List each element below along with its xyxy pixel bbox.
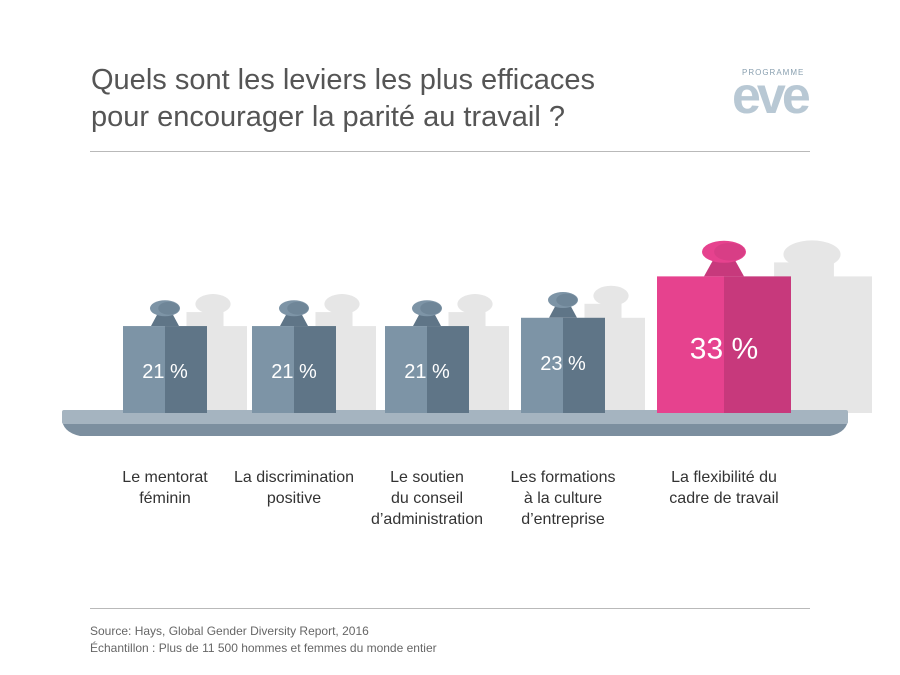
footer-divider	[90, 608, 810, 609]
category-label: La flexibilité du cadre de travail	[669, 469, 778, 507]
weight-body-right	[724, 276, 791, 413]
weight-neck	[549, 304, 577, 318]
weight-neck	[151, 313, 179, 327]
weight-knob-shade	[420, 301, 442, 315]
shadow-weight-neck	[315, 312, 353, 329]
weight-knob	[150, 300, 180, 317]
shadow-weight-knob	[593, 285, 629, 306]
weight-body-left	[385, 326, 427, 413]
category-label: La discrimination positive	[234, 469, 354, 507]
weight-knob-shade	[714, 242, 745, 261]
shadow-weight-knob	[324, 294, 360, 315]
source-note: Source: Hays, Global Gender Diversity Re…	[90, 623, 437, 657]
weights-bar-chart: 21 % 21 % 21 % 23 % 33 % Le mentorat féminin La…	[62, 240, 872, 528]
weight-body-right	[563, 317, 605, 413]
weight-neck	[413, 313, 441, 327]
chart-title: Quels sont les leviers les plus efficace…	[91, 62, 595, 136]
shadow-weight-knob	[195, 294, 231, 315]
weight-body-right	[427, 326, 469, 413]
weight-body-right	[165, 326, 207, 413]
sample-line: Échantillon : Plus de 11 500 hommes et f…	[90, 641, 437, 655]
weight-body-left	[123, 326, 165, 413]
source-line: Source: Hays, Global Gender Diversity Re…	[90, 624, 369, 638]
weight-knob	[548, 291, 578, 308]
weight-neck	[280, 313, 308, 327]
weight-bar: 21 %	[385, 300, 469, 413]
category-label: Le soutien du conseil d’administration	[371, 469, 483, 528]
title-divider	[90, 151, 810, 152]
weight-body-left	[521, 317, 563, 413]
weight-knob-shade	[287, 301, 309, 315]
weight-neck	[704, 258, 744, 277]
weight-value-label: 21 %	[142, 361, 188, 383]
shadow-weight-knob	[457, 294, 493, 315]
weight-body-left	[252, 326, 294, 413]
weight-value-label: 23 %	[540, 353, 586, 375]
chart-title-line-1: Quels sont les leviers les plus efficace…	[91, 64, 595, 96]
weight-bar: 21 %	[123, 300, 207, 413]
shadow-weight-neck	[448, 312, 486, 329]
weight-knob	[702, 240, 746, 263]
logo-eve-text: eve	[732, 67, 811, 125]
category-label: Le mentorat féminin	[122, 469, 208, 507]
weight-value-label: 33 %	[690, 332, 758, 365]
weight-tray-top	[62, 410, 848, 424]
weight-bar: 33 %	[657, 240, 791, 413]
weight-body-right	[294, 326, 336, 413]
weight-value-label: 21 %	[271, 361, 317, 383]
logo-programme-text: PROGRAMME	[742, 68, 805, 77]
programme-eve-logo: eve PROGRAMME	[728, 68, 812, 128]
weight-knob-shade	[556, 293, 578, 307]
shadow-weight-knob	[783, 240, 841, 269]
weight-value-label: 21 %	[404, 361, 450, 383]
weight-knob-shade	[158, 301, 180, 315]
weight-bar: 21 %	[252, 300, 336, 413]
weight-knob	[412, 300, 442, 317]
chart-title-line-2: pour encourager la parité au travail ?	[91, 101, 565, 133]
shadow-weight-neck	[584, 303, 622, 320]
weight-bar: 23 %	[521, 291, 605, 413]
shadow-weight-neck	[186, 312, 224, 329]
weight-knob	[279, 300, 309, 317]
category-label: Les formations à la culture d’entreprise	[511, 469, 616, 528]
weight-body-left	[657, 276, 724, 413]
